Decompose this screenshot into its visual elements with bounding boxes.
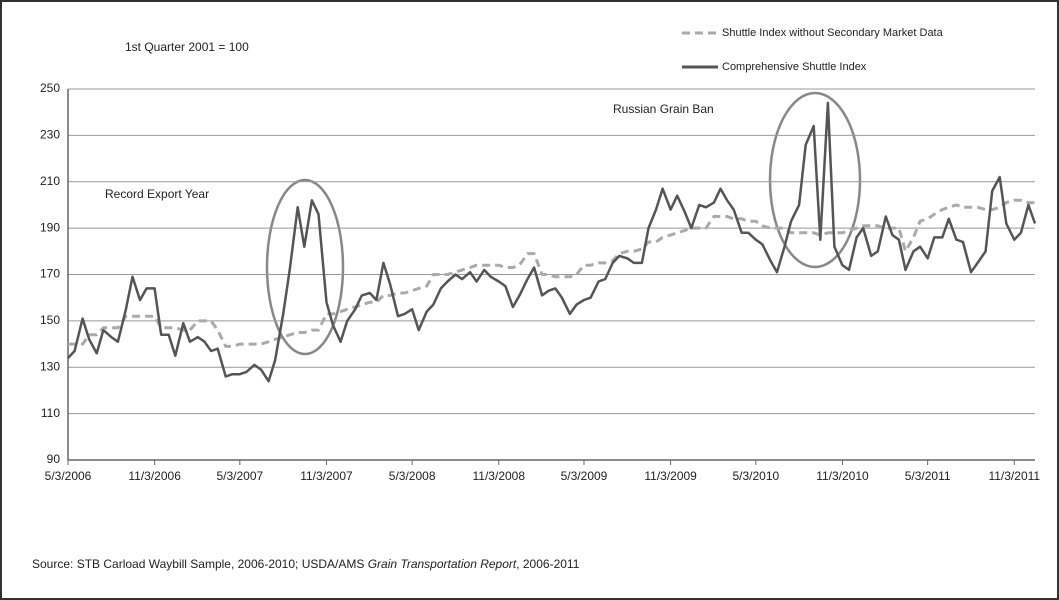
y-tick-label: 230: [40, 128, 60, 142]
x-tick-label: 11/3/2007: [300, 469, 353, 483]
x-tick-label: 5/3/2011: [905, 469, 951, 483]
source-part: , 2006-2011: [516, 557, 579, 571]
legend-label: Shuttle Index without Secondary Market D…: [722, 27, 944, 39]
x-tick-label: 5/3/2006: [45, 469, 92, 483]
annotation: Russian Grain Ban: [613, 102, 714, 116]
highlight-ellipse: [768, 91, 862, 269]
legend: Shuttle Index without Secondary Market D…: [682, 27, 944, 73]
source-part: Source: STB Carload Waybill Sample, 2006…: [32, 557, 368, 571]
legend-label: Comprehensive Shuttle Index: [722, 61, 867, 73]
annotation: Record Export Year: [105, 187, 209, 201]
x-tick-label: 5/3/2010: [732, 469, 779, 483]
highlight-ellipse: [265, 178, 345, 356]
series-line: [68, 198, 1035, 348]
y-tick-label: 170: [40, 267, 60, 281]
y-tick-label: 250: [40, 81, 60, 95]
x-tick-label: 11/3/2006: [128, 469, 181, 483]
y-tick-label: 90: [47, 452, 61, 466]
x-tick-label: 11/3/2008: [473, 469, 526, 483]
x-tick-label: 5/3/2009: [561, 469, 608, 483]
y-tick-label: 130: [40, 359, 60, 373]
x-tick-label: 11/3/2009: [644, 469, 697, 483]
x-tick-label: 5/3/2007: [216, 469, 263, 483]
y-tick-label: 210: [40, 174, 60, 188]
note: 1st Quarter 2001 = 100: [125, 40, 249, 54]
x-tick-label: 5/3/2008: [389, 469, 436, 483]
y-tick-label: 110: [41, 406, 60, 420]
y-tick-label: 190: [40, 220, 60, 234]
x-tick-label: 11/3/2011: [988, 469, 1040, 483]
x-tick-label: 11/3/2010: [816, 469, 869, 483]
source-part: Grain Transportation Report: [368, 557, 517, 571]
y-tick-label: 150: [40, 313, 60, 327]
source: Source: STB Carload Waybill Sample, 2006…: [32, 557, 580, 571]
series-line: [67, 101, 1037, 383]
